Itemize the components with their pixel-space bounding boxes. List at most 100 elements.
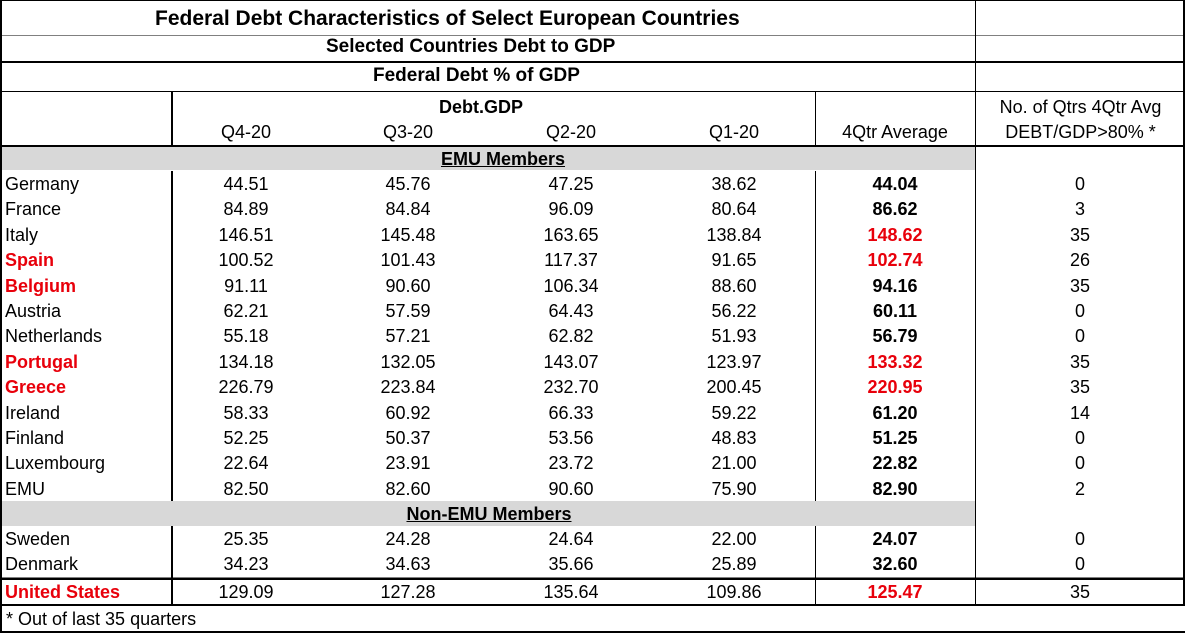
cell-q3: 82.60 bbox=[385, 478, 431, 499]
cell-q3: 132.05 bbox=[380, 351, 436, 372]
cell-q2: 232.70 bbox=[543, 377, 599, 398]
cell-q4: 25.35 bbox=[223, 529, 269, 549]
country-name: Germany bbox=[5, 174, 80, 194]
table-row: Denmark 34.23 34.63 35.66 25.89 32.60 0 bbox=[0, 552, 1185, 577]
cell-q1: 80.64 bbox=[711, 199, 757, 220]
cell-q3: 84.84 bbox=[385, 199, 431, 220]
col-header-q4: Q4-20 bbox=[220, 122, 272, 142]
border-right bbox=[1183, 0, 1185, 606]
cell-q2: 23.72 bbox=[548, 453, 594, 474]
cell-q1: 56.22 bbox=[711, 301, 757, 321]
col-header-q3: Q3-20 bbox=[382, 122, 434, 142]
cell-q4: 84.89 bbox=[223, 199, 269, 220]
country-name: France bbox=[5, 199, 62, 220]
cell-q1: 38.62 bbox=[711, 174, 757, 194]
cell-q2: 106.34 bbox=[543, 275, 599, 296]
cell-qtrs-over-80: 0 bbox=[1074, 326, 1085, 347]
cell-qtrs-over-80: 2 bbox=[1074, 478, 1085, 499]
divider-avg-col-body bbox=[815, 171, 816, 501]
col-header-4qtr-average: 4Qtr Average bbox=[842, 122, 948, 142]
table-row: EMU 82.50 82.60 90.60 75.90 82.90 2 bbox=[0, 477, 1185, 502]
cell-q1: 88.60 bbox=[711, 275, 757, 296]
country-name: United States bbox=[5, 582, 121, 602]
country-name: Denmark bbox=[5, 554, 79, 574]
table-row: Netherlands 55.18 57.21 62.82 51.93 56.79 0 bbox=[0, 324, 1185, 349]
cell-q2: 163.65 bbox=[543, 224, 599, 245]
last-col-header-line2: DEBT/GDP>80% * bbox=[1005, 122, 1156, 142]
line-under-title bbox=[0, 35, 1185, 36]
cell-q4: 146.51 bbox=[218, 224, 274, 245]
cell-q2: 53.56 bbox=[548, 428, 594, 448]
table-title: Federal Debt Characteristics of Select E… bbox=[155, 7, 740, 30]
divider-last-col bbox=[975, 0, 976, 606]
border-top bbox=[0, 0, 1185, 1]
cell-q3: 145.48 bbox=[380, 224, 436, 245]
cell-4qtr-average: 56.79 bbox=[872, 326, 918, 347]
cell-q3: 34.63 bbox=[385, 554, 431, 574]
cell-q3: 24.28 bbox=[385, 529, 431, 549]
cell-qtrs-over-80: 35 bbox=[1069, 224, 1091, 245]
cell-qtrs-over-80: 35 bbox=[1069, 377, 1091, 398]
line-above-us bbox=[0, 577, 1185, 578]
cell-qtrs-over-80: 0 bbox=[1074, 529, 1085, 549]
cell-q2: 117.37 bbox=[544, 250, 598, 271]
cell-qtrs-over-80: 14 bbox=[1069, 402, 1091, 423]
country-name: Netherlands bbox=[5, 326, 103, 347]
cell-q3: 127.28 bbox=[380, 582, 436, 602]
country-name: EMU bbox=[5, 478, 45, 499]
cell-q3: 57.21 bbox=[385, 326, 431, 347]
cell-qtrs-over-80: 35 bbox=[1069, 582, 1091, 602]
cell-q1: 109.86 bbox=[706, 582, 762, 602]
group-header-debt-gdp: Debt.GDP bbox=[439, 97, 524, 117]
cell-q4: 226.79 bbox=[218, 377, 274, 398]
divider-country-col-body2 bbox=[171, 526, 173, 606]
cell-4qtr-average: 32.60 bbox=[872, 554, 918, 574]
table-row: Spain 100.52 101.43 117.37 91.65 102.74 26 bbox=[0, 248, 1185, 273]
cell-q2: 96.09 bbox=[548, 199, 594, 220]
cell-q2: 90.60 bbox=[548, 478, 594, 499]
cell-q3: 45.76 bbox=[385, 174, 431, 194]
cell-q3: 57.59 bbox=[385, 301, 431, 321]
table-row: Finland 52.25 50.37 53.56 48.83 51.25 0 bbox=[0, 426, 1185, 451]
cell-4qtr-average: 102.74 bbox=[867, 250, 923, 271]
country-name: Finland bbox=[5, 428, 65, 448]
cell-q4: 82.50 bbox=[223, 478, 269, 499]
table-row: Italy 146.51 145.48 163.65 138.84 148.62 35 bbox=[0, 223, 1185, 248]
non-emu-band bbox=[2, 501, 976, 526]
cell-q3: 50.37 bbox=[385, 428, 431, 448]
cell-qtrs-over-80: 26 bbox=[1069, 250, 1091, 271]
country-name: Luxembourg bbox=[5, 453, 106, 474]
table-subtitle: Selected Countries Debt to GDP bbox=[326, 36, 616, 57]
cell-qtrs-over-80: 0 bbox=[1074, 301, 1085, 321]
divider-country-col-body bbox=[171, 171, 173, 501]
cell-q4: 55.18 bbox=[223, 326, 269, 347]
cell-q4: 91.11 bbox=[224, 275, 268, 296]
cell-q2: 47.25 bbox=[548, 174, 594, 194]
cell-q2: 135.64 bbox=[543, 582, 599, 602]
cell-q2: 35.66 bbox=[548, 554, 594, 574]
border-left bbox=[0, 0, 2, 633]
cell-4qtr-average: 148.62 bbox=[867, 224, 923, 245]
cell-q4: 44.51 bbox=[223, 174, 269, 194]
country-name: Greece bbox=[5, 377, 67, 398]
cell-4qtr-average: 60.11 bbox=[872, 301, 918, 321]
cell-q3: 60.92 bbox=[385, 402, 431, 423]
cell-q2: 66.33 bbox=[548, 402, 594, 423]
country-name: Italy bbox=[5, 224, 39, 245]
cell-q2: 62.82 bbox=[548, 326, 594, 347]
cell-qtrs-over-80: 3 bbox=[1074, 199, 1085, 220]
cell-q4: 100.52 bbox=[218, 250, 274, 271]
emu-band bbox=[2, 146, 976, 170]
cell-4qtr-average: 94.16 bbox=[872, 275, 918, 296]
cell-q1: 75.90 bbox=[711, 478, 757, 499]
cell-4qtr-average: 82.90 bbox=[872, 478, 918, 499]
cell-4qtr-average: 51.25 bbox=[872, 428, 918, 448]
footnote: * Out of last 35 quarters bbox=[6, 609, 197, 629]
table-row: Greece 226.79 223.84 232.70 200.45 220.95 35 bbox=[0, 375, 1185, 400]
last-col-header-line1: No. of Qtrs 4Qtr Avg bbox=[999, 97, 1162, 117]
non-emu-members-label: Non-EMU Members bbox=[406, 504, 572, 524]
cell-q2: 24.64 bbox=[548, 529, 594, 549]
table-row: Sweden 25.35 24.28 24.64 22.00 24.07 0 bbox=[0, 527, 1185, 552]
cell-q1: 91.65 bbox=[711, 250, 757, 271]
cell-q1: 48.83 bbox=[711, 428, 757, 448]
